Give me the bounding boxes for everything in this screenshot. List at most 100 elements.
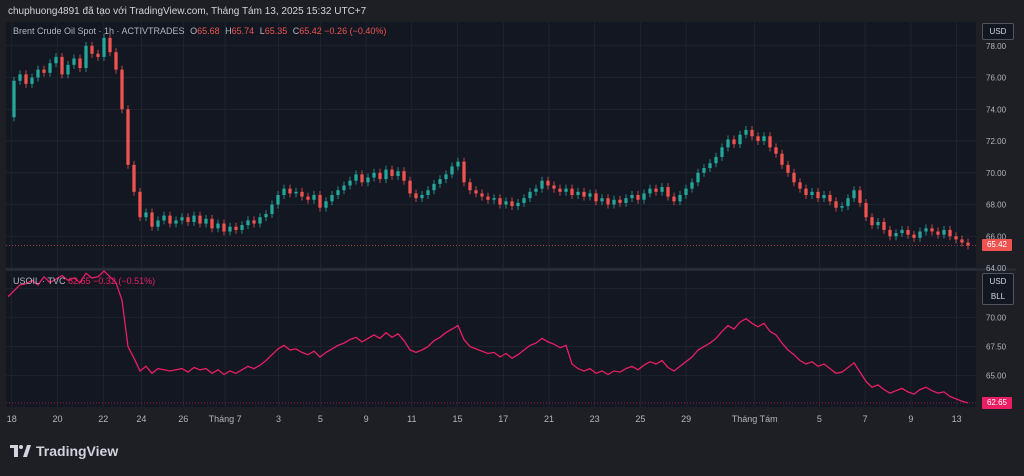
brent-candle [900, 229, 904, 234]
brent-candle [324, 201, 328, 208]
time-tick-label: Tháng 7 [209, 414, 242, 424]
time-tick-label: 9 [364, 414, 369, 424]
brent-candle [480, 193, 484, 197]
brent-pane[interactable] [6, 22, 976, 268]
brent-candles [12, 33, 970, 250]
brent-candle [354, 174, 358, 181]
brent-candle [792, 172, 796, 183]
brent-candle [270, 204, 274, 215]
brent-candle [708, 163, 712, 169]
brent-candle [714, 156, 718, 164]
brent-currency-button[interactable]: USD [982, 23, 1014, 40]
brent-candle [24, 74, 28, 84]
brent-candle [300, 191, 304, 197]
brent-candle [774, 147, 778, 154]
brent-candle [888, 229, 892, 237]
brent-open-value: 65.68 [197, 26, 220, 36]
usoil-pane[interactable] [6, 271, 976, 407]
brent-candle [60, 56, 64, 75]
brent-candle [702, 168, 706, 173]
brent-candle [114, 52, 118, 70]
brent-candle [552, 185, 556, 189]
brent-price-tick-label: 70.00 [986, 169, 1007, 178]
brent-candle [612, 199, 616, 205]
brent-candle [42, 69, 46, 73]
brent-candle [666, 187, 670, 197]
brent-candle [780, 153, 784, 165]
brent-legend[interactable]: Brent Crude Oil Spot · 1h · ACTIVTRADES … [13, 26, 386, 36]
brent-candle [504, 201, 508, 205]
time-tick-label: 23 [590, 414, 600, 424]
tradingview-brand[interactable]: TradingView [10, 441, 118, 461]
brent-candle [90, 45, 94, 54]
brent-price-tick-label: 66.00 [986, 232, 1007, 241]
brent-high-value: 65.74 [231, 26, 255, 36]
brent-last-price-tag: 65.42 [982, 239, 1012, 252]
usoil-unit-button[interactable]: BLL [982, 289, 1014, 305]
brent-candle [468, 182, 472, 191]
brent-candle [36, 69, 40, 78]
brent-candle [198, 215, 202, 224]
brent-candle [864, 202, 868, 218]
brent-candle [348, 180, 352, 186]
brent-candle [522, 198, 526, 203]
brent-candle [18, 74, 22, 81]
brent-candle [432, 183, 436, 191]
brent-candle [606, 198, 610, 205]
brent-candle [642, 193, 646, 200]
brent-candle [450, 166, 454, 175]
brent-candle [420, 194, 424, 199]
brent-candle [672, 196, 676, 202]
brent-candle [138, 191, 142, 218]
brent-candle [438, 179, 442, 184]
time-tick-label: 20 [53, 414, 63, 424]
brent-candle [120, 69, 124, 110]
brent-candle [762, 136, 766, 142]
brent-candle [108, 37, 112, 53]
brent-candle [426, 190, 430, 195]
brent-candle [462, 161, 466, 183]
brent-candle [246, 220, 250, 226]
brent-candle [948, 229, 952, 237]
brent-candle [912, 234, 916, 238]
brent-candle [240, 225, 244, 230]
brent-price-tick-label: 76.00 [986, 74, 1007, 83]
brent-candle [690, 182, 694, 189]
brent-candle [96, 53, 100, 57]
brent-candle [870, 217, 874, 226]
brent-candle [306, 196, 310, 200]
brent-candle [390, 169, 394, 176]
usoil-series-line [7, 270, 969, 404]
brent-candle [882, 221, 886, 230]
brent-candle [102, 37, 106, 57]
brent-candle [396, 171, 400, 176]
brent-candle [156, 220, 160, 227]
brent-candle [84, 45, 88, 69]
usoil-legend[interactable]: USOIL · TVC 62.65 −0.32 (−0.51%) [13, 276, 155, 286]
brent-candle [186, 217, 190, 222]
time-axis[interactable]: 18 20 22 24 26 Tháng 7 3 5 9 11 15 17 21 23 25 29 Tháng … [7, 414, 962, 424]
brent-candle [618, 199, 622, 203]
brent-candle [228, 226, 232, 232]
brent-candle [126, 109, 130, 165]
brent-price-axis[interactable]: 64.00 66.00 68.00 70.00 72.00 74.00 76.00 78.00 [986, 42, 1007, 273]
brent-candle [162, 215, 166, 221]
brent-candle [282, 188, 286, 195]
time-tick-label: 26 [178, 414, 188, 424]
brent-candle [378, 172, 382, 180]
brent-candle [132, 164, 136, 192]
brent-candle [48, 63, 52, 73]
brent-candle [564, 188, 568, 192]
brent-candle [276, 194, 280, 205]
usoil-currency-button[interactable]: USD [982, 273, 1014, 289]
brent-candle [234, 226, 238, 230]
usoil-price-tick-label: 67.50 [986, 343, 1007, 352]
brent-candle [318, 194, 322, 208]
brent-candle [678, 194, 682, 202]
brent-candle [570, 188, 574, 195]
brent-candle [180, 217, 184, 221]
brent-price-tick-label: 74.00 [986, 105, 1007, 114]
usoil-grid [6, 271, 976, 407]
